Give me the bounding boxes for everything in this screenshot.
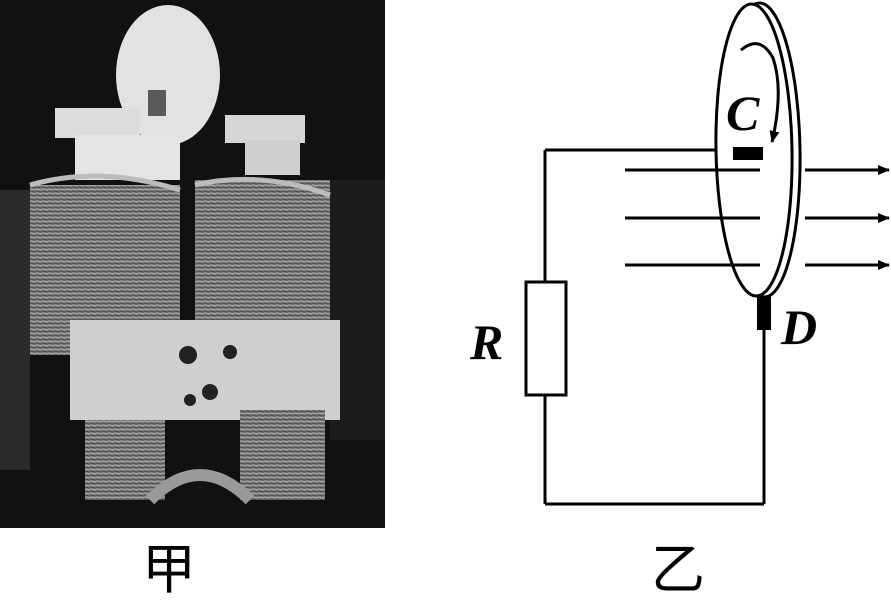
rotation-arrow [740,42,780,143]
brush-c-label: C [726,85,760,141]
copper-disk [116,5,220,145]
brush-c [733,147,763,160]
brush-d [757,296,771,330]
caption-right: 乙 [651,538,705,601]
faraday-disk-photo [0,0,385,528]
resistor [524,280,568,397]
clamp-bar [70,320,340,420]
resistor-label: R [469,314,503,370]
brush-d-label: D [780,299,817,355]
caption-left: 甲 [142,538,196,601]
